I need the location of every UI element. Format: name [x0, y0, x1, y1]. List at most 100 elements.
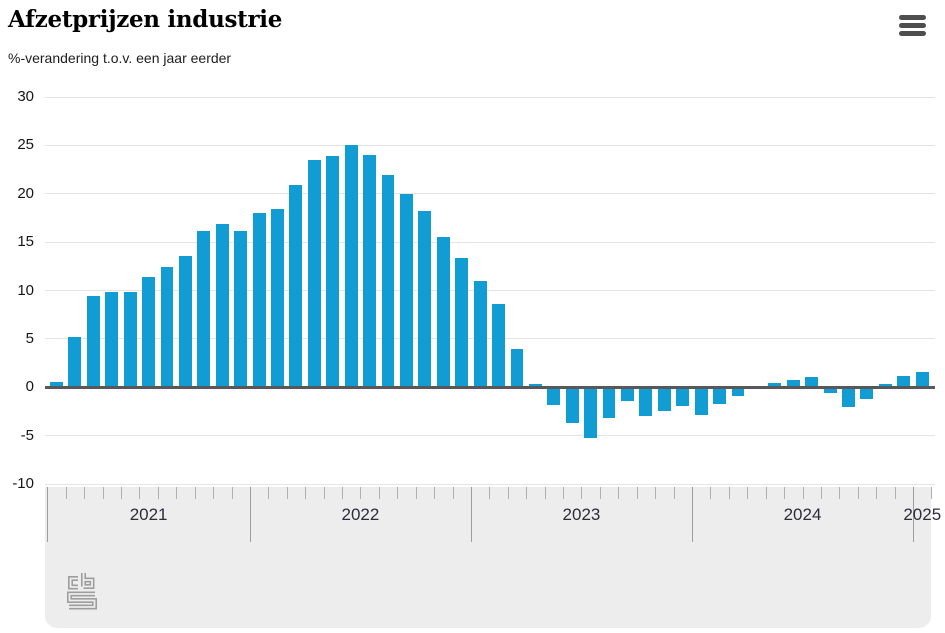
month-tick: [342, 487, 344, 499]
month-tick: [65, 487, 67, 499]
month-tick: [765, 487, 767, 499]
bar-2023-02[interactable]: [492, 304, 505, 388]
bar-2021-02[interactable]: [50, 382, 63, 388]
bar-2023-06[interactable]: [565, 387, 579, 424]
year-boundary-tick: [692, 487, 693, 542]
zero-axis-line: [45, 385, 935, 389]
month-tick: [710, 487, 712, 499]
bar-2021-09[interactable]: [178, 255, 192, 388]
bar-2022-09[interactable]: [399, 193, 413, 388]
bar-2022-10[interactable]: [418, 211, 432, 388]
y-axis-tick-label: -10: [12, 475, 34, 492]
x-axis-year-label: 2024: [783, 505, 822, 524]
bar-2021-08[interactable]: [160, 267, 174, 388]
month-tick: [305, 487, 307, 499]
month-tick: [876, 487, 878, 499]
bar-2024-02[interactable]: [713, 387, 726, 404]
month-tick: [728, 487, 730, 499]
month-tick: [839, 487, 841, 499]
month-tick: [655, 487, 657, 499]
bar-2023-07[interactable]: [584, 387, 598, 438]
month-tick: [802, 487, 804, 499]
gridline: [45, 193, 935, 195]
y-axis-tick-label: -5: [20, 426, 34, 444]
bar-2021-10[interactable]: [197, 230, 211, 388]
bar-2021-06[interactable]: [123, 292, 137, 388]
month-tick: [636, 487, 638, 499]
bar-2021-11[interactable]: [215, 223, 229, 388]
month-tick: [102, 487, 104, 499]
month-tick: [563, 487, 565, 499]
month-tick: [415, 487, 417, 499]
bar-2024-09[interactable]: [842, 387, 855, 407]
bar-2024-08[interactable]: [823, 387, 837, 394]
year-boundary-tick: [913, 487, 915, 542]
y-axis-tick-label: 25: [17, 136, 34, 154]
gridline: [45, 144, 935, 146]
month-tick: [286, 487, 288, 499]
hamburger-menu-icon: [899, 31, 926, 36]
gridline: [45, 96, 935, 98]
bar-2024-05[interactable]: [768, 383, 782, 388]
y-axis-tick-label: 30: [17, 88, 34, 105]
bar-2022-11[interactable]: [436, 237, 450, 388]
month-tick: [544, 487, 546, 499]
y-axis-tick-label: 20: [17, 184, 34, 202]
month-tick: [820, 487, 822, 499]
bar-2022-05[interactable]: [326, 156, 340, 388]
x-axis-year-label: 2025: [903, 505, 942, 524]
month-tick: [360, 487, 362, 499]
bar-2022-06[interactable]: [344, 145, 358, 388]
bar-2023-08[interactable]: [602, 387, 616, 419]
bar-2022-03[interactable]: [289, 185, 303, 388]
x-axis-year-label: 2022: [341, 505, 380, 524]
bar-2021-07[interactable]: [142, 276, 155, 388]
bar-2023-11[interactable]: [657, 387, 671, 412]
bar-2023-05[interactable]: [547, 387, 561, 405]
month-tick: [120, 487, 122, 499]
month-tick: [747, 487, 749, 499]
y-axis-tick-label: 10: [17, 281, 34, 299]
bar-2021-12[interactable]: [234, 230, 248, 388]
bar-2022-12[interactable]: [455, 257, 469, 388]
bar-2021-05[interactable]: [105, 292, 119, 388]
month-tick: [397, 487, 399, 499]
month-tick: [581, 487, 583, 499]
bar-2022-04[interactable]: [307, 159, 321, 388]
bar-2021-03[interactable]: [68, 336, 82, 388]
month-tick: [176, 487, 178, 499]
menu-button[interactable]: [899, 14, 927, 40]
month-tick: [894, 487, 896, 499]
bar-2023-12[interactable]: [676, 387, 690, 406]
bar-2022-02[interactable]: [271, 209, 284, 388]
month-tick: [231, 487, 233, 499]
bar-2024-03[interactable]: [731, 387, 745, 396]
bar-2023-01[interactable]: [473, 280, 487, 388]
hamburger-menu-icon: [899, 15, 926, 20]
month-tick: [618, 487, 620, 499]
bar-2023-10[interactable]: [639, 387, 653, 417]
bar-2023-09[interactable]: [621, 387, 634, 401]
bar-2024-06[interactable]: [786, 380, 800, 388]
bar-2025-01[interactable]: [915, 371, 929, 388]
hamburger-menu-icon: [899, 23, 926, 28]
bar-2022-07[interactable]: [363, 155, 377, 388]
month-tick: [489, 487, 491, 499]
month-tick: [213, 487, 215, 499]
year-boundary-tick: [249, 487, 251, 542]
bar-2024-12[interactable]: [897, 375, 911, 388]
month-tick: [857, 487, 859, 499]
bar-2024-01[interactable]: [694, 387, 708, 416]
gridline: [45, 290, 935, 291]
month-tick: [526, 487, 528, 499]
bar-2024-10[interactable]: [860, 387, 874, 399]
bar-2022-08[interactable]: [381, 175, 395, 388]
bar-2021-04[interactable]: [86, 296, 100, 388]
month-tick: [378, 487, 380, 499]
month-tick: [673, 487, 675, 499]
y-axis-tick-label: 15: [17, 233, 34, 251]
plot-area: [45, 96, 935, 485]
bar-2022-01[interactable]: [252, 213, 266, 388]
bar-2024-07[interactable]: [805, 376, 819, 388]
bar-2023-03[interactable]: [510, 348, 524, 388]
